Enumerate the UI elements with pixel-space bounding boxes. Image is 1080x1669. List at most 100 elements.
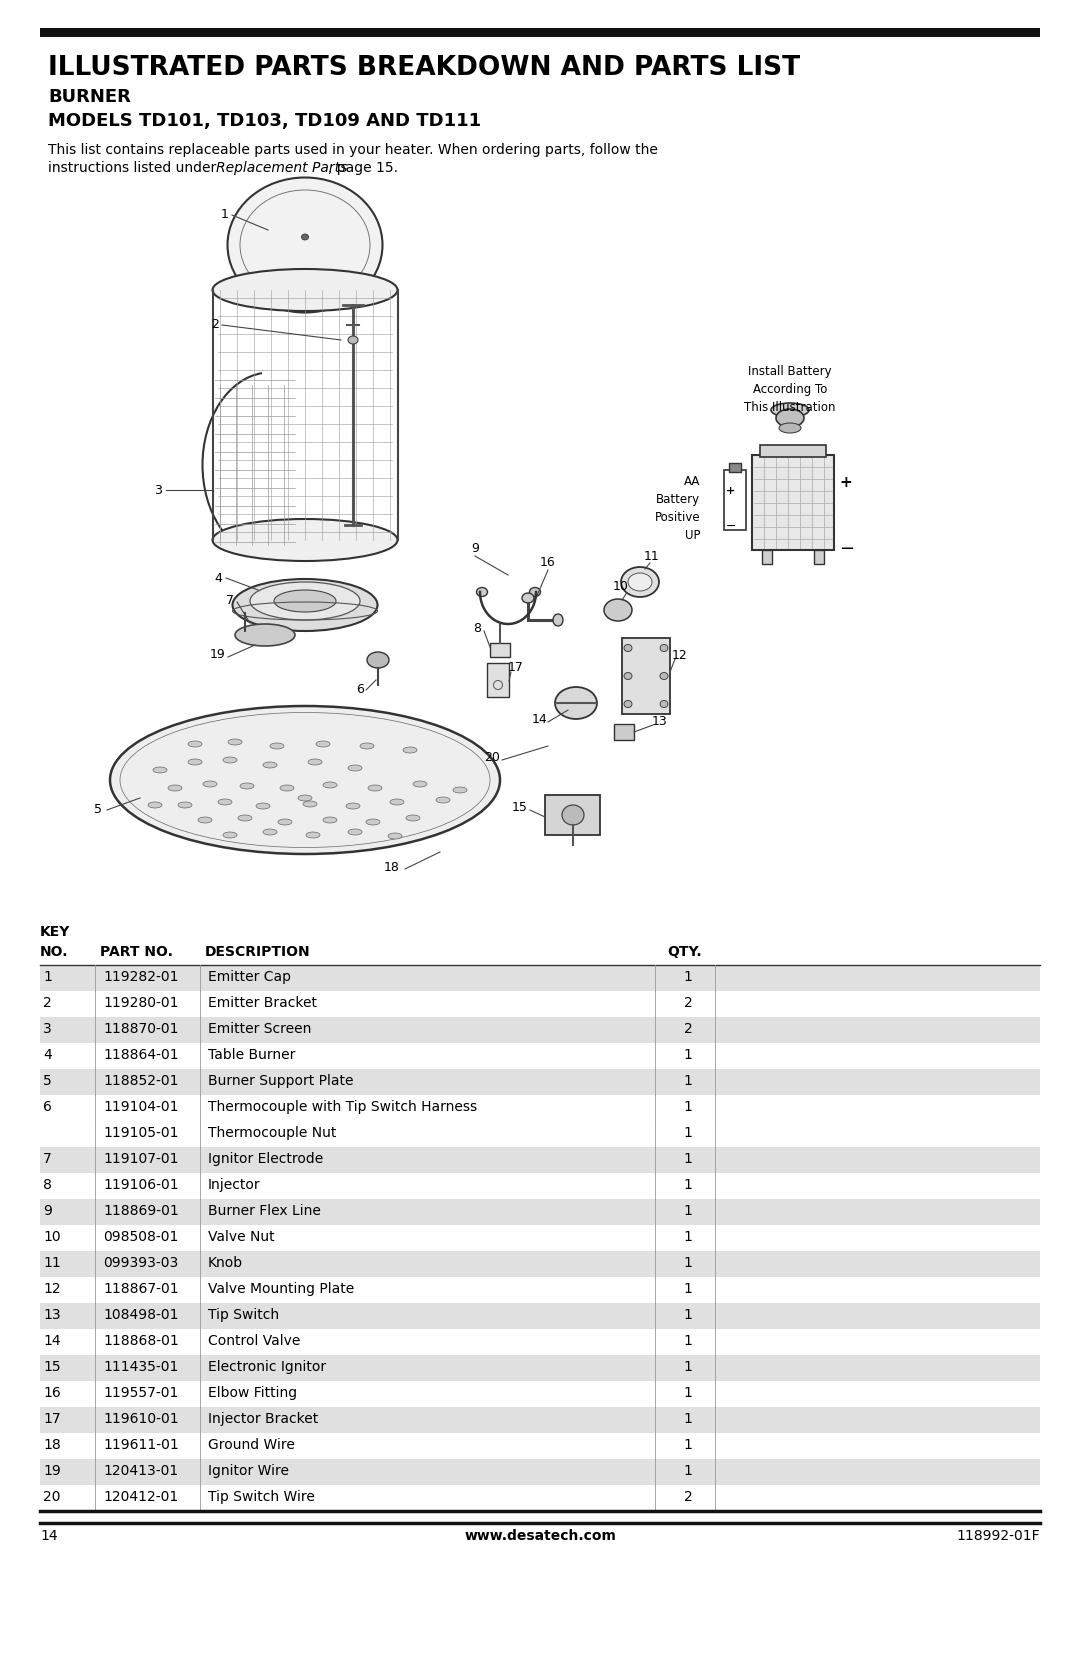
Text: , page 15.: , page 15. <box>328 160 399 175</box>
Ellipse shape <box>348 335 357 344</box>
Text: Table Burner: Table Burner <box>208 1048 295 1061</box>
Ellipse shape <box>213 519 397 561</box>
Text: 9: 9 <box>43 1203 52 1218</box>
Text: 1: 1 <box>684 1127 692 1140</box>
Ellipse shape <box>148 803 162 808</box>
Text: AA
Battery
Positive
UP: AA Battery Positive UP <box>654 476 700 542</box>
Text: 1: 1 <box>684 1334 692 1349</box>
Text: 19: 19 <box>43 1464 60 1479</box>
Text: 2: 2 <box>684 1021 692 1036</box>
Ellipse shape <box>390 799 404 804</box>
Text: 15: 15 <box>512 801 528 814</box>
Ellipse shape <box>779 422 801 432</box>
Text: 118868-01: 118868-01 <box>103 1334 179 1349</box>
Text: 8: 8 <box>473 621 481 634</box>
Ellipse shape <box>153 768 167 773</box>
Ellipse shape <box>476 587 487 596</box>
Ellipse shape <box>298 794 312 801</box>
Text: 9: 9 <box>471 541 478 554</box>
Text: 1: 1 <box>684 1100 692 1113</box>
Text: Replacement Parts: Replacement Parts <box>216 160 348 175</box>
Ellipse shape <box>274 591 336 613</box>
Bar <box>729 462 741 472</box>
Bar <box>40 28 1040 37</box>
Text: 4: 4 <box>214 571 221 584</box>
Bar <box>545 794 600 834</box>
Text: 119106-01: 119106-01 <box>103 1178 178 1192</box>
Text: 1: 1 <box>684 1464 692 1479</box>
Text: 119611-01: 119611-01 <box>103 1439 179 1452</box>
Bar <box>752 456 834 551</box>
Ellipse shape <box>604 599 632 621</box>
Ellipse shape <box>308 759 322 764</box>
Ellipse shape <box>403 748 417 753</box>
Text: 16: 16 <box>540 556 556 569</box>
Ellipse shape <box>529 587 540 596</box>
Ellipse shape <box>240 783 254 789</box>
Text: 108498-01: 108498-01 <box>103 1308 178 1322</box>
Text: 3: 3 <box>154 484 162 496</box>
Ellipse shape <box>624 644 632 651</box>
Text: KEY: KEY <box>40 925 70 940</box>
Text: ILLUSTRATED PARTS BREAKDOWN AND PARTS LIST: ILLUSTRATED PARTS BREAKDOWN AND PARTS LI… <box>48 55 800 82</box>
Text: Install Battery
According To
This Illustration: Install Battery According To This Illust… <box>744 366 836 414</box>
Ellipse shape <box>406 814 420 821</box>
Text: 120413-01: 120413-01 <box>103 1464 178 1479</box>
Text: 17: 17 <box>508 661 524 674</box>
Text: 119104-01: 119104-01 <box>103 1100 178 1113</box>
Text: 20: 20 <box>484 751 500 764</box>
Text: +: + <box>726 486 735 496</box>
Text: Tip Switch: Tip Switch <box>208 1308 279 1322</box>
Text: 4: 4 <box>43 1048 52 1061</box>
Text: Elbow Fitting: Elbow Fitting <box>208 1385 297 1400</box>
Text: Valve Mounting Plate: Valve Mounting Plate <box>208 1282 354 1297</box>
Text: PART NO.: PART NO. <box>100 945 173 960</box>
Text: 119107-01: 119107-01 <box>103 1152 178 1167</box>
Text: 5: 5 <box>43 1073 52 1088</box>
Bar <box>724 471 746 531</box>
Text: 118852-01: 118852-01 <box>103 1073 178 1088</box>
Ellipse shape <box>316 741 330 748</box>
Ellipse shape <box>301 234 309 240</box>
Ellipse shape <box>660 701 669 708</box>
Text: 099393-03: 099393-03 <box>103 1257 178 1270</box>
Text: 13: 13 <box>652 716 667 728</box>
Text: 1: 1 <box>684 1048 692 1061</box>
Ellipse shape <box>168 784 183 791</box>
Ellipse shape <box>198 818 212 823</box>
Bar <box>40 1407 1040 1434</box>
Bar <box>40 965 1040 991</box>
Text: −: − <box>839 541 854 557</box>
Ellipse shape <box>256 803 270 809</box>
Bar <box>760 446 826 457</box>
Text: instructions listed under: instructions listed under <box>48 160 220 175</box>
Text: 12: 12 <box>672 649 688 663</box>
Ellipse shape <box>280 784 294 791</box>
Ellipse shape <box>110 706 500 855</box>
Ellipse shape <box>368 784 382 791</box>
Text: Thermocouple with Tip Switch Harness: Thermocouple with Tip Switch Harness <box>208 1100 477 1113</box>
Text: 1: 1 <box>221 209 229 222</box>
Ellipse shape <box>388 833 402 840</box>
Text: 1: 1 <box>684 970 692 985</box>
Text: 2: 2 <box>684 1490 692 1504</box>
Text: 1: 1 <box>684 1152 692 1167</box>
Text: 1: 1 <box>684 1257 692 1270</box>
Text: Control Valve: Control Valve <box>208 1334 300 1349</box>
Text: +: + <box>839 476 852 491</box>
Text: 1: 1 <box>684 1412 692 1425</box>
Ellipse shape <box>213 269 397 310</box>
Bar <box>487 663 509 698</box>
Text: Ignitor Electrode: Ignitor Electrode <box>208 1152 323 1167</box>
Text: NO.: NO. <box>40 945 68 960</box>
Text: 1: 1 <box>684 1385 692 1400</box>
Text: This list contains replaceable parts used in your heater. When ordering parts, f: This list contains replaceable parts use… <box>48 144 658 157</box>
Text: 1: 1 <box>684 1308 692 1322</box>
Text: DESCRIPTION: DESCRIPTION <box>205 945 311 960</box>
Ellipse shape <box>203 781 217 788</box>
Ellipse shape <box>346 803 360 809</box>
Ellipse shape <box>178 803 192 808</box>
Text: 18: 18 <box>384 861 400 875</box>
Ellipse shape <box>222 758 237 763</box>
Bar <box>40 1303 1040 1329</box>
